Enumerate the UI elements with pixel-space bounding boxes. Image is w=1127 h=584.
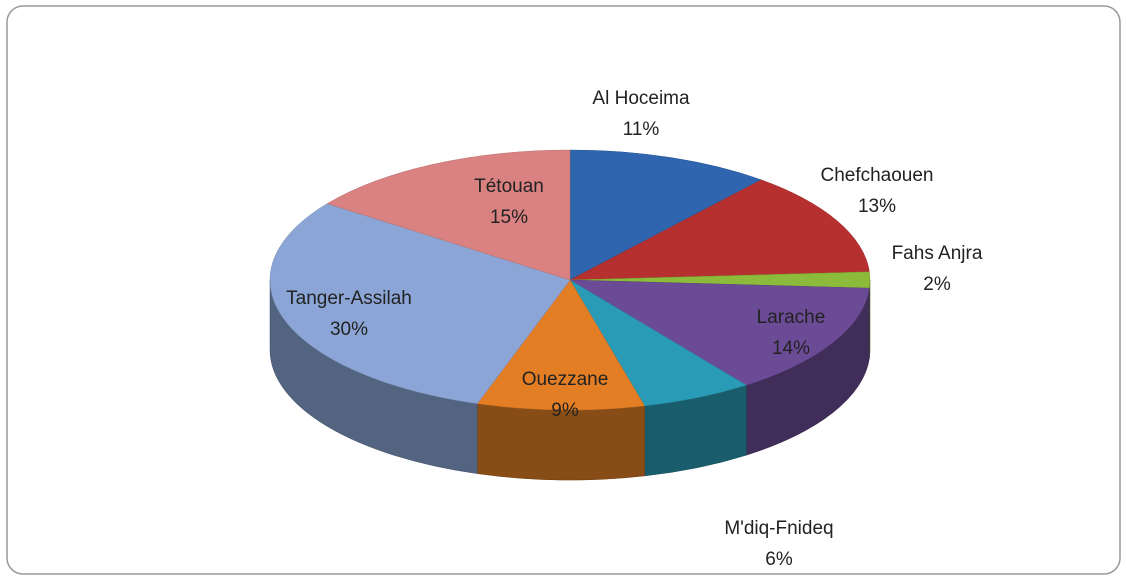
pie-slice [569,279,870,386]
slice-value-label: 9% [551,400,579,421]
pie-sides [269,279,871,481]
slice-value-label: 6% [765,549,793,570]
slice-value-label: 11% [623,119,660,140]
slice-value-label: 13% [858,196,896,217]
slice-value-label: 15% [490,207,528,228]
pie-slice [569,179,870,281]
pie-slice [476,279,646,411]
slice-label: Al Hoceima [592,88,690,109]
slice-value-label: 2% [923,274,951,295]
slice-label: M'diq-Fnideq [724,518,833,539]
slice-label: Larache [757,307,826,328]
slice-label: Fahs Anjra [892,243,983,264]
slice-value-label: 14% [772,338,810,359]
slice-value-label: 30% [330,319,368,340]
slice-label: Tanger-Assilah [286,288,412,309]
slice-label: Chefchaouen [820,165,933,186]
pie-slice [326,149,571,281]
pie-labels: Al Hoceima 11% Chefchaouen 13% Fahs Anjra 2% L… [286,88,983,570]
pie-slice [269,203,571,404]
slice-label: Tétouan [474,176,544,197]
pie-slice [569,149,762,281]
pie-tops [269,149,871,411]
slice-label: Ouezzane [522,369,609,390]
